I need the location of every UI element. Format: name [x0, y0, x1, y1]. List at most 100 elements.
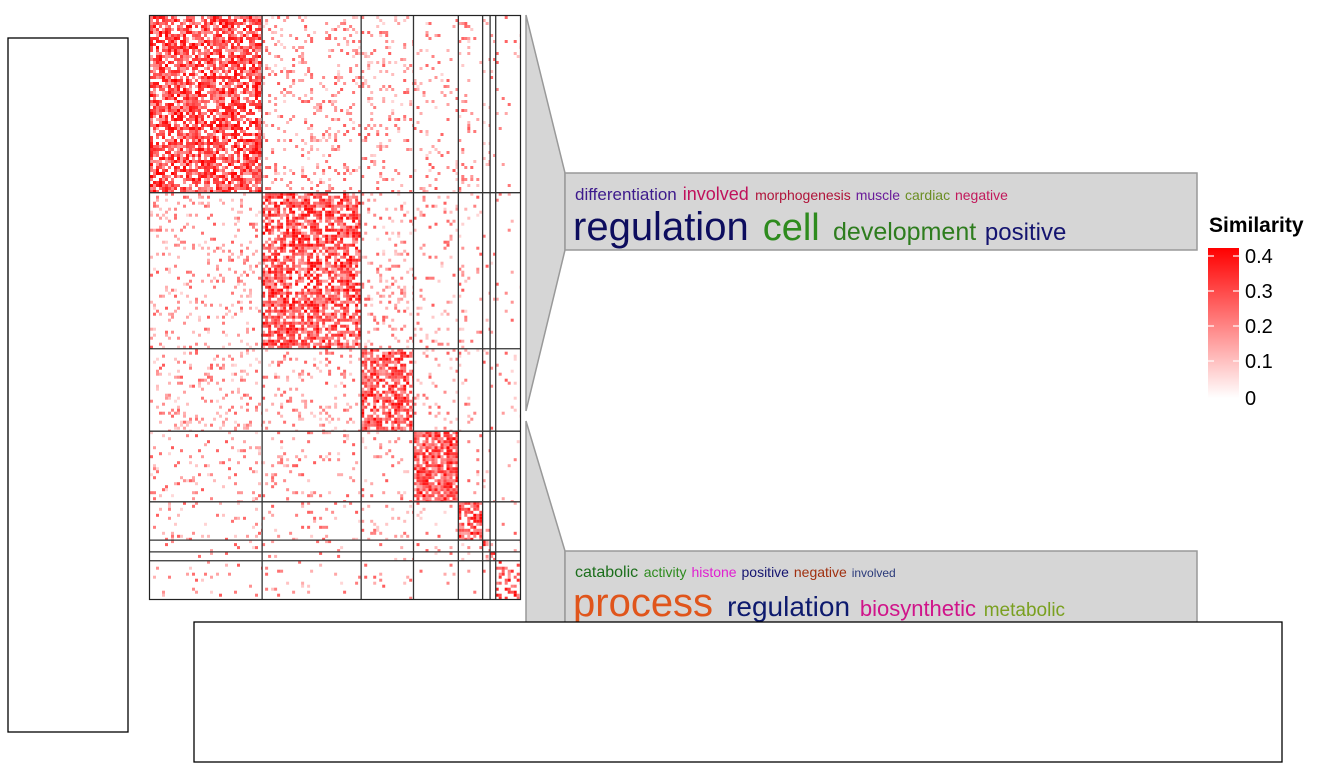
- heatmap-cell: [289, 91, 293, 94]
- heatmap-cell: [237, 112, 240, 115]
- heatmap-cell: [274, 270, 278, 274]
- heatmap-cell: [443, 246, 447, 250]
- heatmap-cell: [150, 49, 153, 52]
- heatmap-cell: [268, 363, 272, 367]
- heatmap-cell: [192, 130, 195, 133]
- heatmap-cell: [431, 381, 435, 385]
- heatmap-cell: [452, 169, 456, 172]
- heatmap-cell: [246, 393, 249, 397]
- heatmap-cell: [313, 330, 317, 334]
- heatmap-cell: [231, 163, 234, 166]
- heatmap-cell: [246, 157, 249, 160]
- heatmap-cell: [192, 73, 195, 76]
- heatmap-cell: [397, 411, 401, 415]
- heatmap-cell: [334, 342, 338, 346]
- heatmap-cell: [222, 19, 225, 22]
- heatmap-cell: [316, 258, 320, 262]
- heatmap-cell: [310, 264, 314, 268]
- heatmap-cell: [153, 312, 156, 316]
- heatmap-cell: [397, 127, 401, 130]
- heatmap-cell: [413, 327, 417, 331]
- heatmap-cell: [298, 306, 302, 310]
- heatmap-cell: [262, 375, 266, 379]
- heatmap-cell: [385, 31, 389, 34]
- heatmap-cell: [490, 70, 494, 73]
- heatmap-cell: [204, 25, 207, 28]
- heatmap-cell: [162, 67, 165, 70]
- heatmap-cell: [246, 46, 249, 49]
- heatmap-cell: [156, 213, 159, 217]
- heatmap-cell: [234, 172, 237, 175]
- heatmap-cell: [171, 109, 174, 112]
- heatmap-cell: [265, 321, 269, 325]
- heatmap-cell: [373, 160, 377, 163]
- heatmap-cell: [319, 315, 323, 319]
- heatmap-cell: [168, 207, 171, 211]
- heatmap-cell: [168, 187, 171, 190]
- heatmap-cell: [343, 225, 347, 229]
- heatmap-cell: [153, 154, 156, 157]
- heatmap-cell: [234, 187, 237, 190]
- heatmap-cell: [195, 121, 198, 124]
- heatmap-cell: [379, 124, 383, 127]
- heatmap-cell: [186, 142, 189, 145]
- heatmap-cell: [352, 285, 356, 289]
- heatmap-cell: [262, 243, 266, 247]
- heatmap-cell: [225, 178, 228, 181]
- heatmap-cell: [162, 402, 165, 406]
- heatmap-cell: [289, 387, 293, 391]
- heatmap-cell: [222, 461, 225, 465]
- heatmap-cell: [180, 70, 183, 73]
- heatmap-cell: [204, 178, 207, 181]
- heatmap-cell: [355, 52, 359, 55]
- heatmap-cell: [195, 417, 198, 421]
- heatmap-cell: [355, 327, 359, 331]
- heatmap-cell: [237, 210, 240, 214]
- heatmap-cell: [307, 192, 311, 196]
- heatmap-cell: [252, 16, 255, 19]
- heatmap-cell: [331, 210, 335, 214]
- heatmap-cell: [388, 85, 392, 88]
- heatmap-cell: [334, 426, 338, 430]
- heatmap-cell: [349, 112, 353, 115]
- heatmap-cell: [177, 360, 180, 364]
- heatmap-cell: [162, 184, 165, 187]
- heatmap-cell: [346, 109, 350, 112]
- heatmap-cell: [153, 190, 156, 193]
- heatmap-cell: [207, 464, 210, 468]
- heatmap-cell: [280, 294, 284, 298]
- heatmap-cell: [249, 178, 252, 181]
- heatmap-cell: [307, 178, 311, 181]
- heatmap-cell: [271, 288, 275, 292]
- heatmap-cell: [177, 184, 180, 187]
- heatmap-cell: [159, 172, 162, 175]
- heatmap-cell: [440, 154, 444, 157]
- heatmap-cell: [228, 181, 231, 184]
- heatmap-cell: [222, 112, 225, 115]
- heatmap-cell: [210, 166, 213, 169]
- heatmap-cell: [168, 40, 171, 43]
- heatmap-cell: [237, 58, 240, 61]
- heatmap-cell: [255, 145, 258, 148]
- heatmap-cell: [240, 163, 243, 166]
- heatmap-cell: [382, 61, 386, 64]
- heatmap-cell: [307, 213, 311, 217]
- heatmap-cell: [274, 207, 278, 211]
- heatmap-cell: [388, 429, 392, 432]
- heatmap-cell: [177, 145, 180, 148]
- heatmap-cell: [255, 16, 258, 19]
- heatmap-cell: [243, 64, 246, 67]
- heatmap-cell: [334, 106, 338, 109]
- heatmap-cell: [222, 88, 225, 91]
- heatmap-cell: [171, 228, 174, 232]
- heatmap-cell: [231, 315, 234, 319]
- heatmap-cell: [346, 276, 350, 280]
- heatmap-cell: [349, 201, 353, 205]
- heatmap-cell: [400, 408, 404, 412]
- heatmap-cell: [159, 420, 162, 424]
- heatmap-cell: [189, 142, 192, 145]
- heatmap-cell: [316, 285, 320, 289]
- heatmap-cell: [301, 342, 305, 346]
- heatmap-cell: [156, 82, 159, 85]
- heatmap-cell: [150, 55, 153, 58]
